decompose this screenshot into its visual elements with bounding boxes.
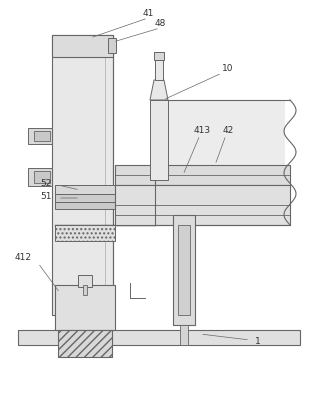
Bar <box>34 171 50 183</box>
Bar <box>55 185 145 194</box>
Text: 10: 10 <box>222 63 234 72</box>
Bar <box>115 185 290 225</box>
Bar <box>78 275 92 287</box>
Text: 42: 42 <box>222 126 234 134</box>
Bar <box>52 35 113 315</box>
Bar <box>28 128 52 144</box>
Bar <box>150 100 168 180</box>
Bar <box>178 225 190 315</box>
Bar <box>108 38 116 53</box>
Bar <box>55 225 115 241</box>
Text: 1: 1 <box>255 338 261 346</box>
Polygon shape <box>150 80 168 100</box>
Bar <box>55 194 135 202</box>
Bar <box>58 330 112 357</box>
Bar <box>55 285 115 330</box>
Text: 412: 412 <box>14 253 31 262</box>
Text: 52: 52 <box>40 178 52 188</box>
Bar <box>34 131 50 141</box>
Text: 413: 413 <box>193 126 211 134</box>
Bar <box>83 285 87 295</box>
Bar <box>115 165 290 185</box>
Bar <box>55 202 130 209</box>
Bar <box>180 325 188 345</box>
Bar <box>154 52 164 60</box>
Text: 51: 51 <box>40 191 52 201</box>
Bar <box>155 100 285 225</box>
Text: 41: 41 <box>142 9 154 17</box>
Bar <box>155 60 163 80</box>
Bar <box>18 330 300 345</box>
Bar <box>28 168 52 186</box>
Text: 48: 48 <box>154 19 166 28</box>
Bar <box>52 35 113 57</box>
Bar <box>173 215 195 325</box>
